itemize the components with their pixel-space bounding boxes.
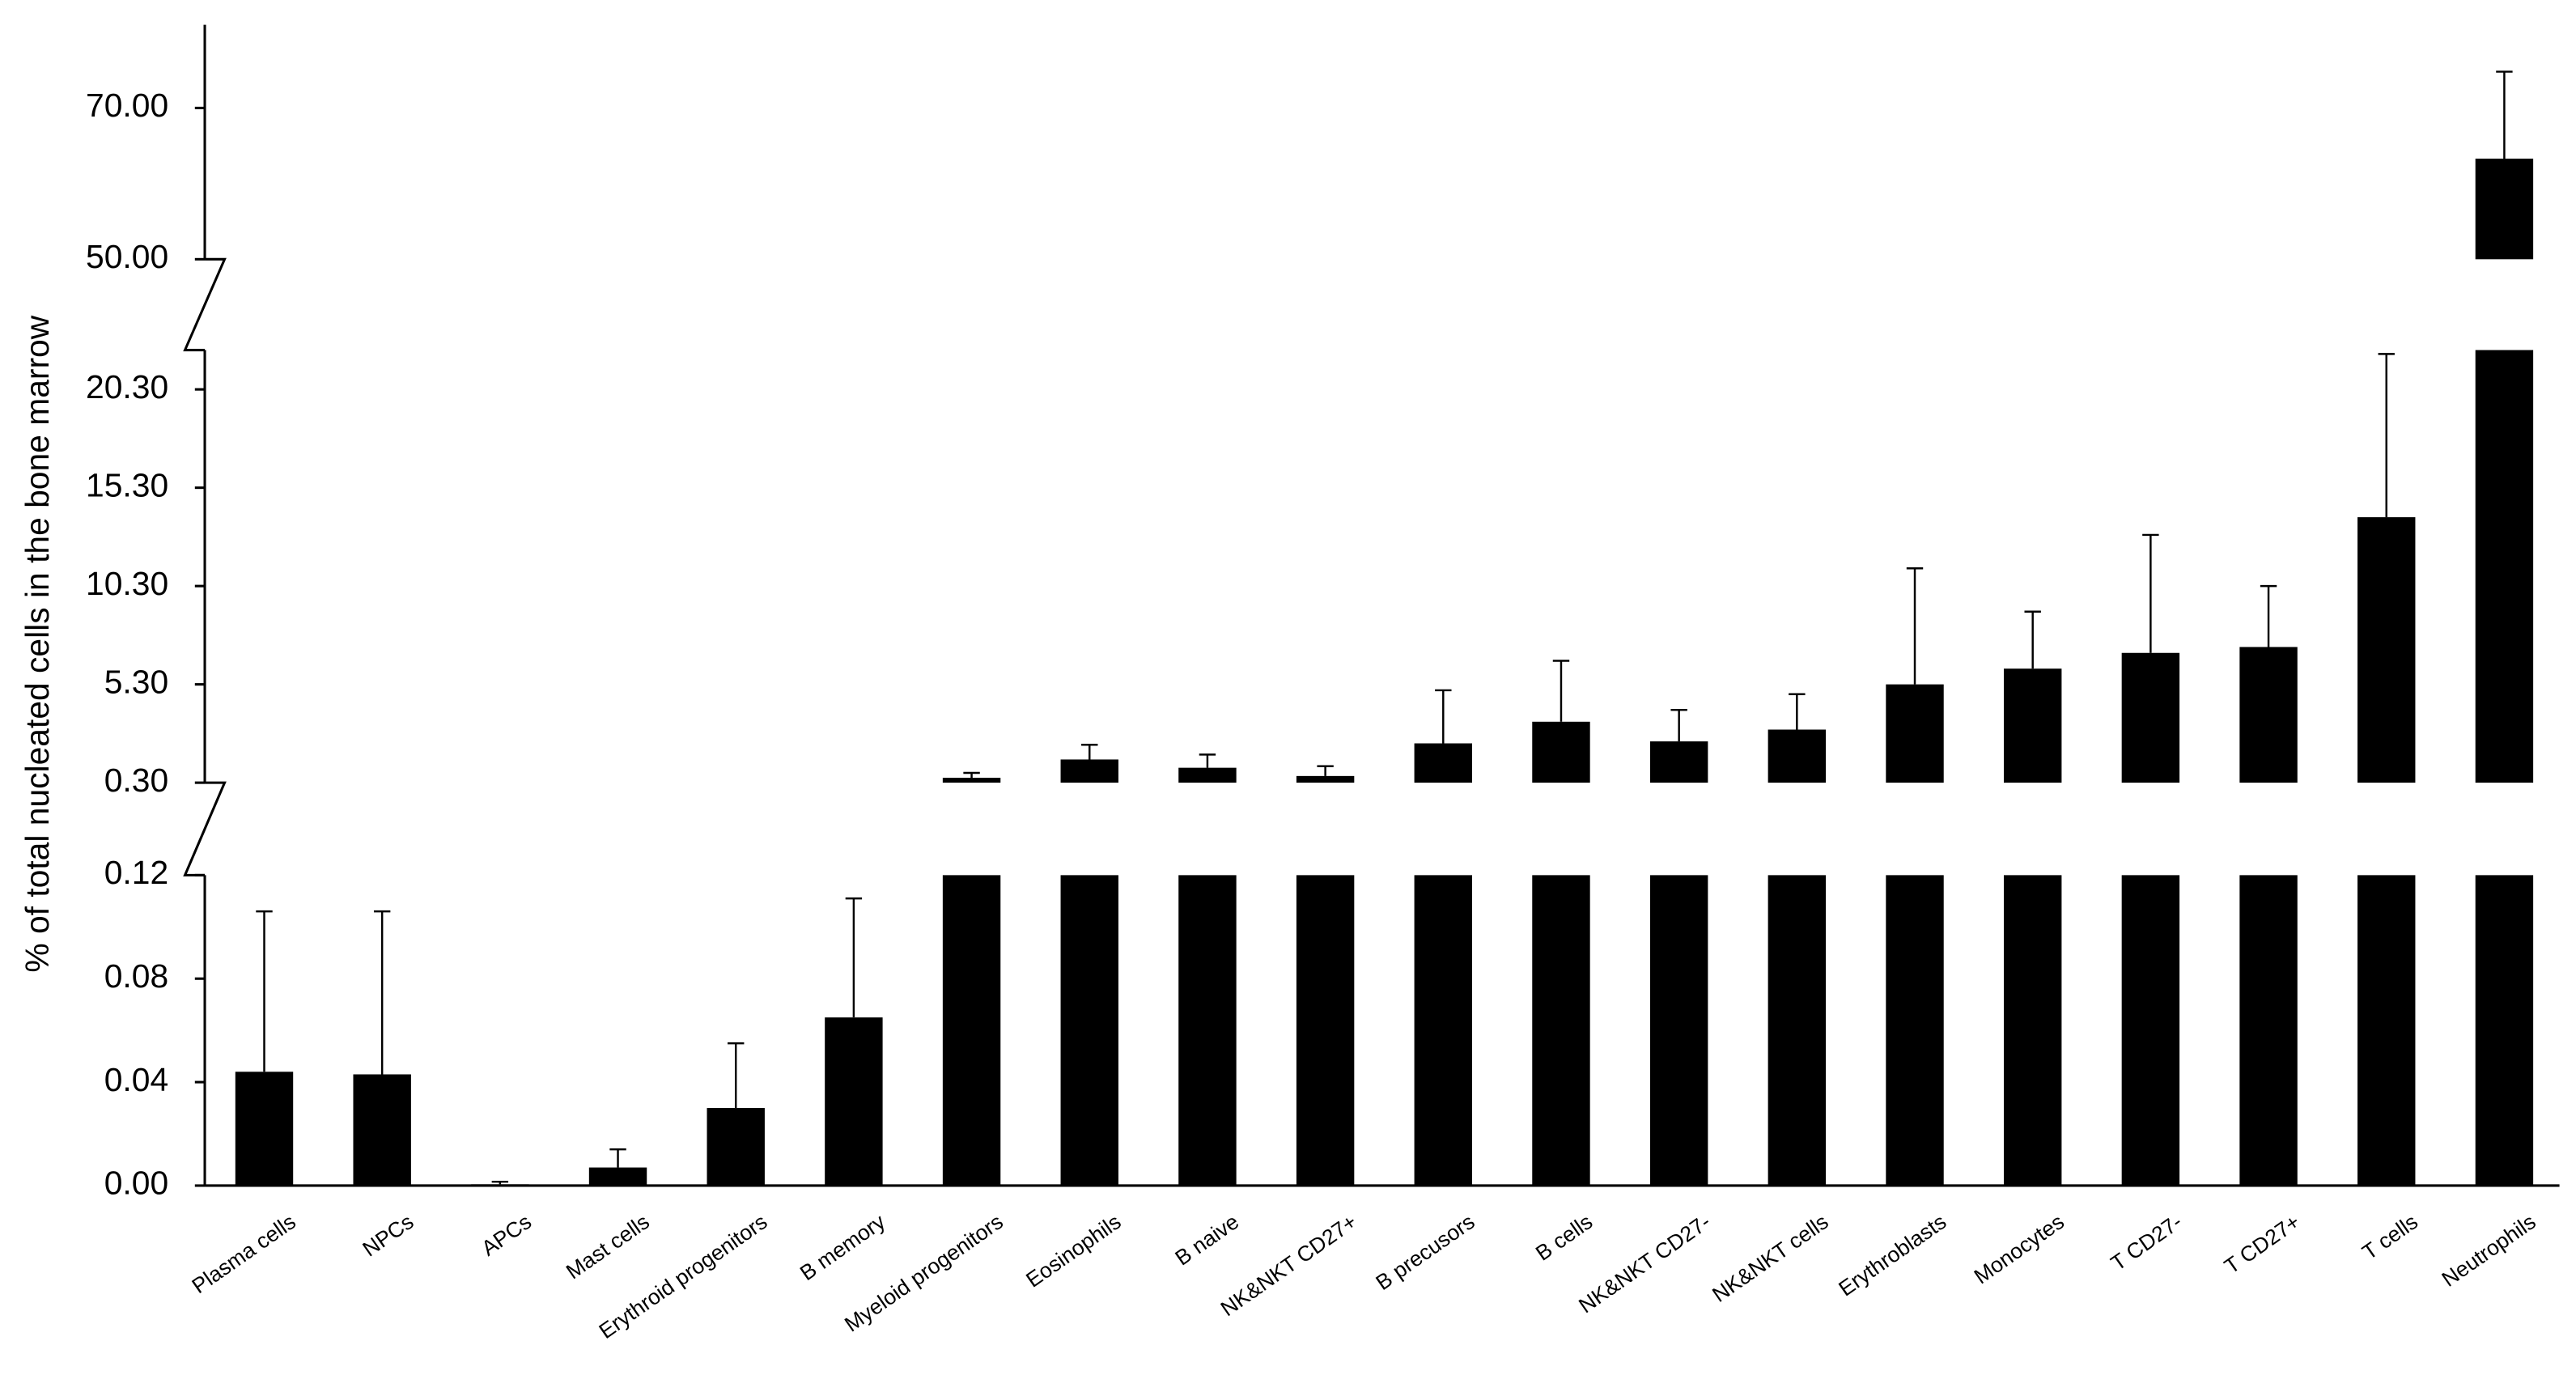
error-bar (1199, 753, 1216, 768)
x-tick-label: NK&NKT CD27- (1574, 1209, 1715, 1318)
x-tick-label: Mast cells (562, 1209, 654, 1284)
x-tick-label: Monocytes (1970, 1209, 2069, 1288)
error-bar (609, 1148, 626, 1168)
x-tick-label: Neutrophils (2438, 1209, 2540, 1292)
y-tick-label: 5.30 (104, 663, 168, 700)
bar (1532, 721, 1590, 783)
x-tick-label: Eosinophils (1021, 1209, 1125, 1292)
error-bar (2260, 584, 2277, 647)
bar (1060, 759, 1118, 783)
error-bar (1081, 743, 1098, 760)
y-tick-label: 50.00 (86, 238, 168, 275)
bar (2121, 652, 2180, 783)
bar (1768, 729, 1827, 783)
error-bar (491, 1180, 509, 1185)
error-bar (963, 771, 980, 779)
x-tick-label: T cells (2357, 1209, 2422, 1264)
bar (2475, 350, 2534, 783)
error-bar (1789, 693, 1806, 730)
bar (707, 1108, 765, 1186)
error-bar (2378, 353, 2395, 518)
bar (1414, 743, 1472, 783)
bar (588, 1167, 647, 1186)
error-bar (1317, 765, 1334, 776)
axis-break (183, 781, 227, 876)
x-tick-label: B naive (1171, 1209, 1244, 1270)
error-bar (1435, 689, 1452, 744)
x-tick-label: NPCs (358, 1209, 418, 1261)
bar (942, 875, 1001, 1186)
bar (1886, 875, 1944, 1186)
bar (2003, 875, 2062, 1186)
x-tick-label: APCs (477, 1209, 536, 1260)
error-bar (1552, 660, 1570, 722)
bar (2357, 875, 2416, 1186)
bar (1532, 875, 1590, 1186)
x-tick-label: NK&NKT cells (1708, 1209, 1832, 1307)
bar (2121, 875, 2180, 1186)
error-bar (728, 1042, 745, 1109)
y-tick-label: 20.30 (86, 368, 168, 405)
bar (942, 778, 1001, 783)
error-bar (2024, 610, 2041, 669)
bar (1060, 875, 1118, 1186)
bar (1768, 875, 1827, 1186)
bar (1296, 775, 1355, 783)
y-tick-label: 0.30 (104, 762, 168, 799)
bar (1296, 875, 1355, 1186)
bar (2003, 668, 2062, 783)
y-tick-label: 0.04 (104, 1061, 168, 1098)
bar (2475, 875, 2534, 1186)
bar (1649, 741, 1708, 783)
bar (825, 1017, 883, 1186)
bar (1414, 875, 1472, 1186)
y-tick-label: 10.30 (86, 565, 168, 602)
x-tick-label: Erythroblasts (1834, 1209, 1950, 1301)
bar (353, 1074, 411, 1186)
error-bar (373, 910, 391, 1075)
bar (1649, 875, 1708, 1186)
bar (2475, 159, 2534, 260)
error-bar (256, 910, 273, 1072)
x-tick-label: B precusors (1371, 1209, 1479, 1295)
bar (471, 1184, 529, 1186)
y-tick-label: 0.08 (104, 957, 168, 995)
x-tick-label: T CD27+ (2220, 1209, 2304, 1279)
x-tick-label: B memory (796, 1209, 890, 1285)
error-bar (2142, 533, 2159, 653)
x-tick-label: B cells (1531, 1209, 1597, 1265)
y-tick-label: 0.00 (104, 1165, 168, 1202)
error-bar (1906, 567, 1924, 685)
error-bar (2496, 70, 2513, 159)
y-tick-label: 15.30 (86, 466, 168, 503)
bar (2357, 517, 2416, 783)
x-tick-label: Plasma cells (188, 1209, 300, 1298)
axis-break (183, 257, 227, 352)
y-tick-label: 70.00 (86, 87, 168, 124)
bar (1178, 767, 1237, 783)
error-bar (1670, 708, 1687, 742)
x-tick-label: T CD27- (2107, 1209, 2187, 1275)
bar (1178, 875, 1237, 1186)
bar (2239, 875, 2298, 1186)
error-bar (845, 897, 863, 1018)
y-axis-title: % of total nucleated cells in the bone m… (19, 315, 56, 972)
y-tick-label: 0.12 (104, 854, 168, 891)
bar (1886, 684, 1944, 783)
bar (235, 1072, 294, 1186)
bar (2239, 647, 2298, 783)
